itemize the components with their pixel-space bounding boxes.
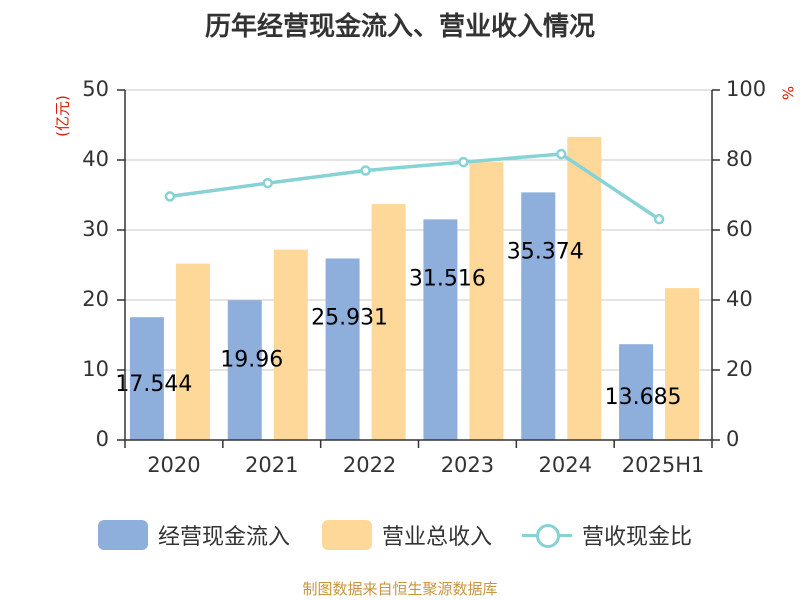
legend-label-ratio: 营收现金比	[582, 525, 693, 550]
bar-cash-inflow-2024	[521, 192, 556, 440]
point-ratio-2022	[360, 165, 371, 176]
left-axis-unit: (亿元)	[54, 96, 72, 136]
bar-revenue-2021	[273, 249, 308, 440]
point-ratio-2021	[262, 177, 273, 189]
legend-swatch-ratio	[522, 520, 572, 550]
y-left-tick-label-1: 10	[82, 357, 109, 381]
chart-title: 历年经营现金流入、营业收入情况	[204, 12, 595, 42]
point-ratio-2020	[164, 191, 176, 202]
y-left-tick-label-0: 0	[96, 427, 109, 451]
point-ratio-2024	[556, 148, 567, 160]
x-tick-label-2020: 2020	[147, 453, 200, 477]
line-ratio	[169, 152, 661, 221]
legend-label-cash-inflow: 经营现金流入	[158, 525, 291, 550]
data-label-cash-inflow-2025H1: 13.685	[605, 385, 682, 410]
data-label-cash-inflow-2020: 17.544	[115, 372, 192, 397]
bar-cash-inflow-2022	[325, 258, 360, 440]
right-axis-unit-text: %	[779, 86, 797, 100]
bar-cash-inflow-2021	[227, 300, 262, 440]
legend-item-ratio[interactable]: 营收现金比	[522, 515, 692, 555]
right-axis-unit: %	[779, 86, 797, 100]
x-tick-label-2024: 2024	[539, 453, 592, 477]
data-label-cash-inflow-2023: 31.516	[409, 266, 486, 291]
legend-item-cash-inflow[interactable]: 经营现金流入	[98, 515, 290, 555]
bar-cash-inflow-2020	[129, 317, 164, 440]
bar-revenue-2023	[469, 162, 504, 440]
y-right-tick-label-1: 20	[726, 357, 753, 381]
y-left-tick-label-2: 20	[82, 287, 109, 311]
legend-label-revenue: 营业总收入	[382, 525, 493, 550]
data-label-cash-inflow-2022: 25.931	[311, 305, 388, 330]
y-left-tick-label-3: 30	[82, 217, 109, 241]
legend-item-revenue[interactable]: 营业总收入	[322, 515, 492, 555]
bar-revenue-2024	[567, 136, 602, 440]
bar-cash-inflow-2025H1	[619, 344, 654, 440]
y-right-tick-label-0: 0	[726, 427, 739, 451]
y-right-tick-label-3: 60	[726, 217, 753, 241]
data-label-cash-inflow-2024: 35.374	[507, 239, 584, 264]
x-tick-label-2021: 2021	[245, 453, 298, 477]
legend-swatch-revenue	[322, 520, 372, 550]
x-tick-label-2025H1: 2025H1	[622, 453, 705, 477]
data-source-note: 制图数据来自恒生聚源数据库	[302, 580, 498, 598]
point-ratio-2025H1	[653, 213, 665, 225]
bar-revenue-2020	[175, 263, 210, 440]
bar-cash-inflow-2023	[423, 219, 458, 440]
left-axis-unit-text: (亿元)	[54, 96, 72, 136]
legend: 经营现金流入 营业总收入 营收现金比	[0, 515, 800, 555]
data-label-cash-inflow-2021: 19.96	[220, 347, 283, 372]
y-left-tick-label-5: 50	[82, 77, 109, 101]
x-tick-label-2022: 2022	[343, 453, 396, 477]
bar-revenue-2022	[371, 204, 406, 440]
y-right-tick-label-4: 80	[726, 147, 753, 171]
legend-swatch-cash-inflow	[98, 520, 148, 550]
y-left-tick-label-4: 40	[82, 147, 109, 171]
x-tick-label-2023: 2023	[441, 453, 494, 477]
point-ratio-2023	[458, 156, 469, 168]
y-right-tick-label-5: 100	[726, 77, 766, 101]
bar-revenue-2025H1	[665, 288, 700, 440]
y-right-tick-label-2: 40	[726, 287, 753, 311]
